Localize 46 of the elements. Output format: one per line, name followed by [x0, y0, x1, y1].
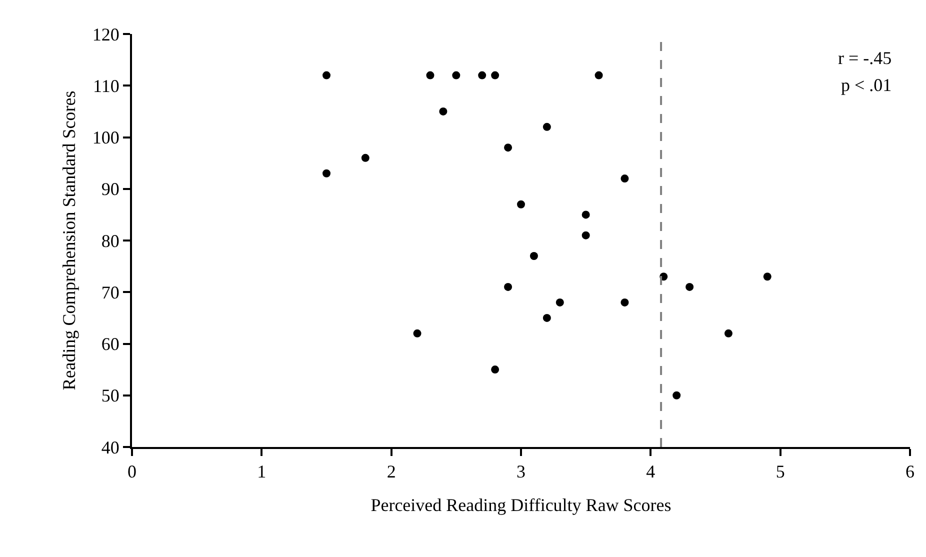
y-tick-label: 120 — [92, 24, 120, 44]
point — [542, 122, 551, 131]
x-tick-label: 0 — [128, 462, 136, 482]
annotation: r = -.45 — [838, 48, 892, 68]
point — [556, 298, 564, 306]
point — [322, 71, 330, 80]
point — [517, 200, 525, 208]
point — [452, 71, 460, 80]
y-tick-label: 90 — [101, 179, 120, 200]
y-tick-label: 50 — [101, 386, 120, 406]
y-axis-title: Reading Comprehension Standard Scores — [59, 90, 80, 390]
x-axis-title: Perceived Reading Difficulty Raw Scores — [370, 495, 672, 516]
point — [504, 144, 512, 152]
point — [322, 169, 330, 178]
x-tick-label: 5 — [776, 462, 785, 482]
point — [594, 71, 603, 80]
y-tick-label: 110 — [93, 76, 120, 96]
annotation: p < .01 — [841, 75, 892, 95]
x-tick-label: 2 — [386, 462, 396, 482]
point — [542, 314, 551, 322]
point — [530, 252, 538, 260]
point — [763, 272, 772, 281]
point — [478, 71, 486, 80]
y-tick-label: 60 — [101, 334, 120, 354]
point — [620, 174, 629, 183]
y-tick-label: 100 — [92, 128, 120, 148]
y-tick-label: 70 — [101, 282, 120, 302]
y-tick-label: 80 — [101, 230, 120, 251]
point — [620, 298, 629, 306]
point — [439, 107, 448, 116]
x-tick-label: 6 — [906, 462, 914, 482]
point — [426, 71, 434, 80]
y-tick-label: 40 — [101, 437, 120, 458]
point — [413, 329, 422, 338]
point — [361, 154, 370, 162]
x-tick-label: 3 — [516, 462, 526, 482]
point — [582, 210, 590, 219]
point — [582, 231, 590, 240]
point — [491, 366, 500, 374]
point — [686, 282, 694, 291]
x-tick-label: 1 — [257, 462, 266, 482]
point — [491, 71, 500, 80]
x-tick-label: 4 — [646, 462, 656, 482]
point — [504, 282, 512, 291]
point — [672, 391, 681, 400]
point — [724, 329, 732, 338]
